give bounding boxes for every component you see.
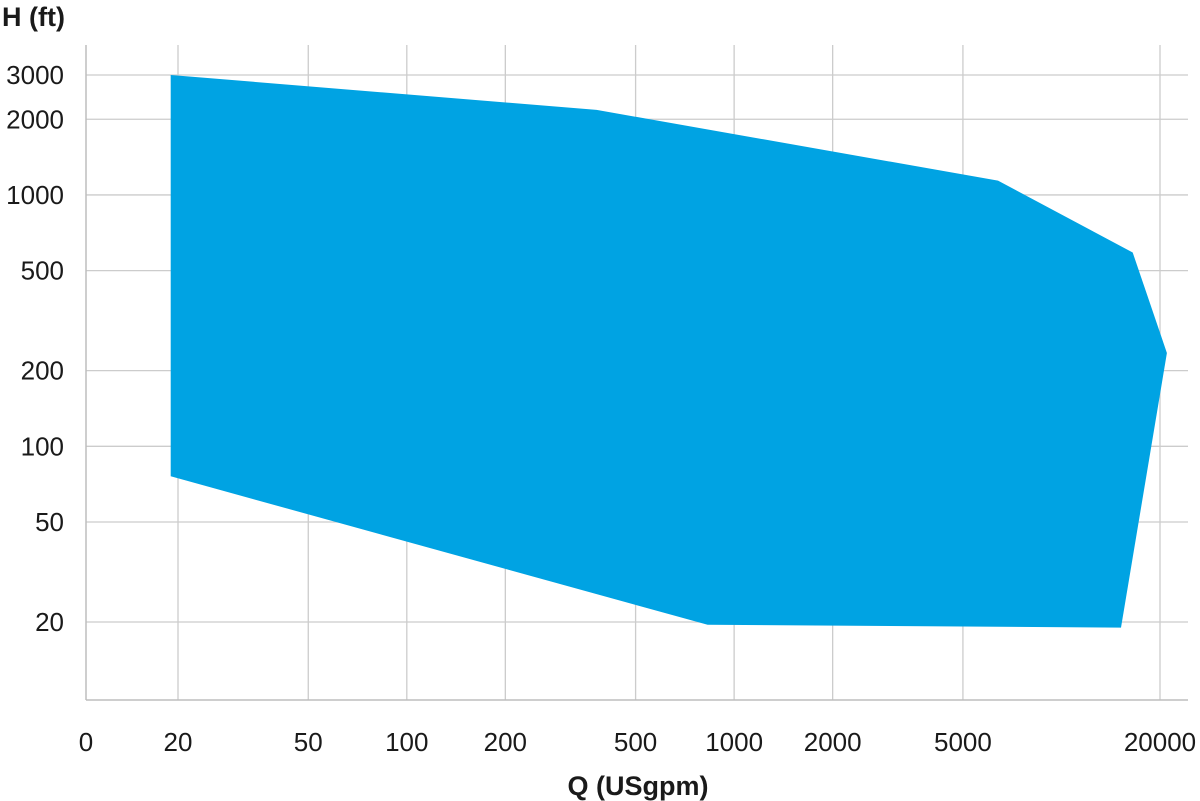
tick-labels: 0 20 50 100 200 500 1000 2000 5000 20000 3000 2000 1… [6,60,1196,757]
y-tick-label-100: 100 [21,431,64,461]
y-tick-label-500: 500 [21,256,64,286]
x-tick-label-100: 100 [385,727,428,757]
x-tick-label-2000: 2000 [804,727,862,757]
x-tick-label-5000: 5000 [934,727,992,757]
y-tick-label-50: 50 [35,507,64,537]
series-area-0 [170,75,1167,628]
x-axis-title: Q (USgpm) [568,771,709,801]
y-tick-label-3000: 3000 [6,60,64,90]
y-tick-label-20: 20 [35,607,64,637]
y-tick-label-200: 200 [21,356,64,386]
y-tick-label-2000: 2000 [6,104,64,134]
x-tick-label-200: 200 [484,727,527,757]
y-axis-title: H (ft) [2,2,65,32]
axes [85,45,1188,701]
x-tick-label-1000: 1000 [705,727,763,757]
x-tick-label-20000: 20000 [1124,727,1196,757]
x-tick-label-500: 500 [614,727,657,757]
x-tick-label-50: 50 [294,727,323,757]
x-tick-label-20: 20 [164,727,193,757]
x-tick-label-0: 0 [79,727,93,757]
y-tick-label-1000: 1000 [6,180,64,210]
series-areas [170,75,1167,628]
